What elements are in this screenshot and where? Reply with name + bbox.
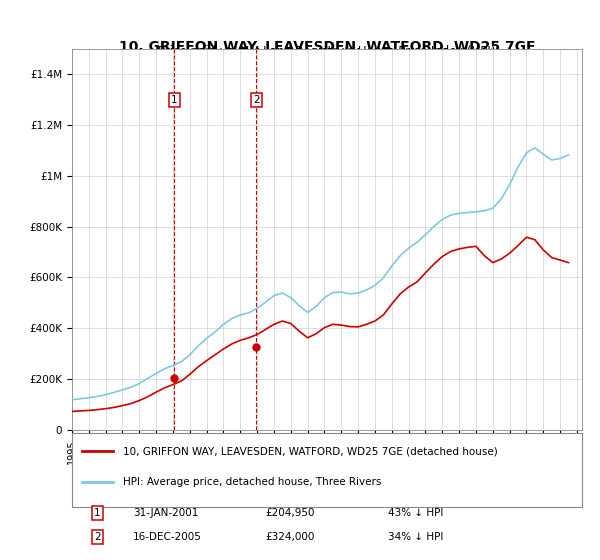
Text: 10, GRIFFON WAY, LEAVESDEN, WATFORD, WD25 7GE: 10, GRIFFON WAY, LEAVESDEN, WATFORD, WD2… xyxy=(119,40,535,54)
Text: £204,950: £204,950 xyxy=(266,508,316,518)
Text: 31-JAN-2001: 31-JAN-2001 xyxy=(133,508,199,518)
Text: 1: 1 xyxy=(171,95,178,105)
Text: £324,000: £324,000 xyxy=(266,532,315,542)
Text: 10, GRIFFON WAY, LEAVESDEN, WATFORD, WD25 7GE (detached house): 10, GRIFFON WAY, LEAVESDEN, WATFORD, WD2… xyxy=(123,446,498,456)
Text: 43% ↓ HPI: 43% ↓ HPI xyxy=(388,508,443,518)
Text: 2: 2 xyxy=(253,95,260,105)
FancyBboxPatch shape xyxy=(72,433,582,507)
Text: 34% ↓ HPI: 34% ↓ HPI xyxy=(388,532,443,542)
Text: 2: 2 xyxy=(94,532,101,542)
Text: 1: 1 xyxy=(94,508,101,518)
Text: 16-DEC-2005: 16-DEC-2005 xyxy=(133,532,202,542)
Text: Price paid vs. HM Land Registry’s House Price Index (HPI): Price paid vs. HM Land Registry’s House … xyxy=(158,45,496,58)
Text: HPI: Average price, detached house, Three Rivers: HPI: Average price, detached house, Thre… xyxy=(123,477,382,487)
